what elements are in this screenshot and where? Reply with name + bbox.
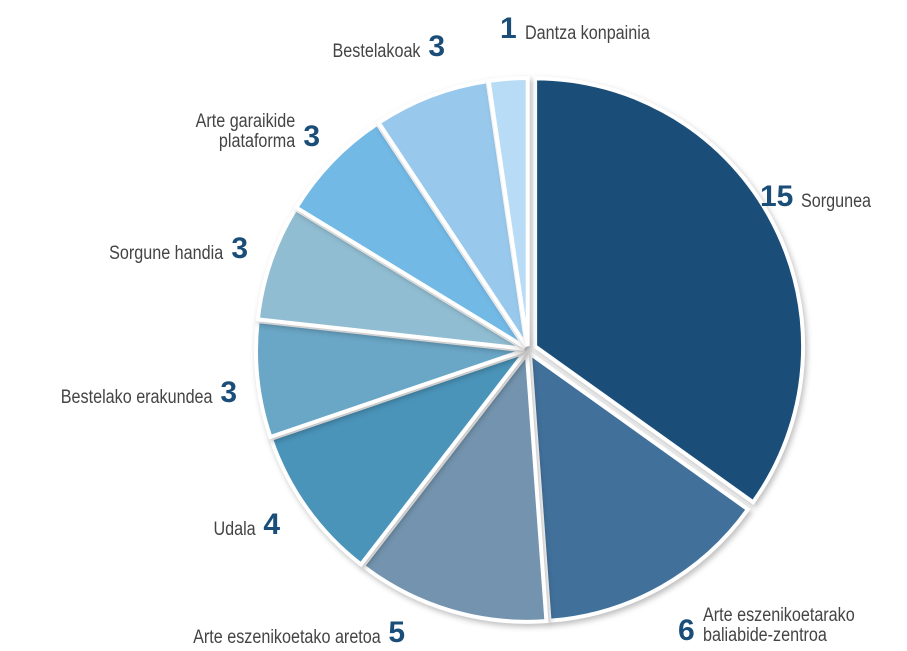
slice-label: Arte eszenikoetako aretoa 5 <box>160 618 405 648</box>
pie-slice <box>255 206 526 351</box>
category-label: Arte eszenikoetarako baliabide-zentroa <box>702 605 855 646</box>
pie-slice <box>360 348 549 624</box>
category-label: Sorgune handia <box>109 243 224 264</box>
category-label: Udala <box>213 519 256 540</box>
category-label: Arte garaikide plataforma <box>195 111 296 152</box>
category-label: Sorgunea <box>801 191 872 212</box>
value-label: 1 <box>500 12 517 45</box>
category-label: Bestelako erakundea <box>60 387 213 408</box>
pie-slice <box>254 318 525 440</box>
slice-label: 15 Sorgunea <box>760 182 884 212</box>
value-label: 6 <box>678 614 695 647</box>
value-label: 3 <box>428 30 445 63</box>
value-label: 5 <box>388 616 405 649</box>
pie-slice <box>268 348 531 568</box>
slice-label: 6 Arte eszenikoetarako baliabide-zentroa <box>678 606 881 646</box>
slice-label: Arte garaikide plataforma 3 <box>178 112 320 152</box>
value-label: 3 <box>220 376 237 409</box>
value-label: 15 <box>760 180 794 213</box>
slice-label: Bestelako erakundea 3 <box>34 378 237 408</box>
pie-slice <box>486 76 530 347</box>
slice-label: Bestelakoak 3 <box>317 32 445 62</box>
category-label: Bestelakoak <box>332 41 421 62</box>
value-label: 4 <box>263 508 280 541</box>
category-label: Dantza konpainia <box>524 23 650 44</box>
slice-label: Sorgune handia 3 <box>89 234 248 264</box>
slice-label: Udala 4 <box>206 510 280 540</box>
value-label: 3 <box>231 232 248 265</box>
pie-slice <box>527 349 751 623</box>
slice-label: 1 Dantza konpainia <box>500 14 672 44</box>
pie-slice <box>375 78 529 348</box>
category-label: Arte eszenikoetako aretoa <box>192 627 381 648</box>
pie-slice <box>293 120 527 349</box>
pie-slice <box>533 76 806 506</box>
value-label: 3 <box>303 120 320 153</box>
